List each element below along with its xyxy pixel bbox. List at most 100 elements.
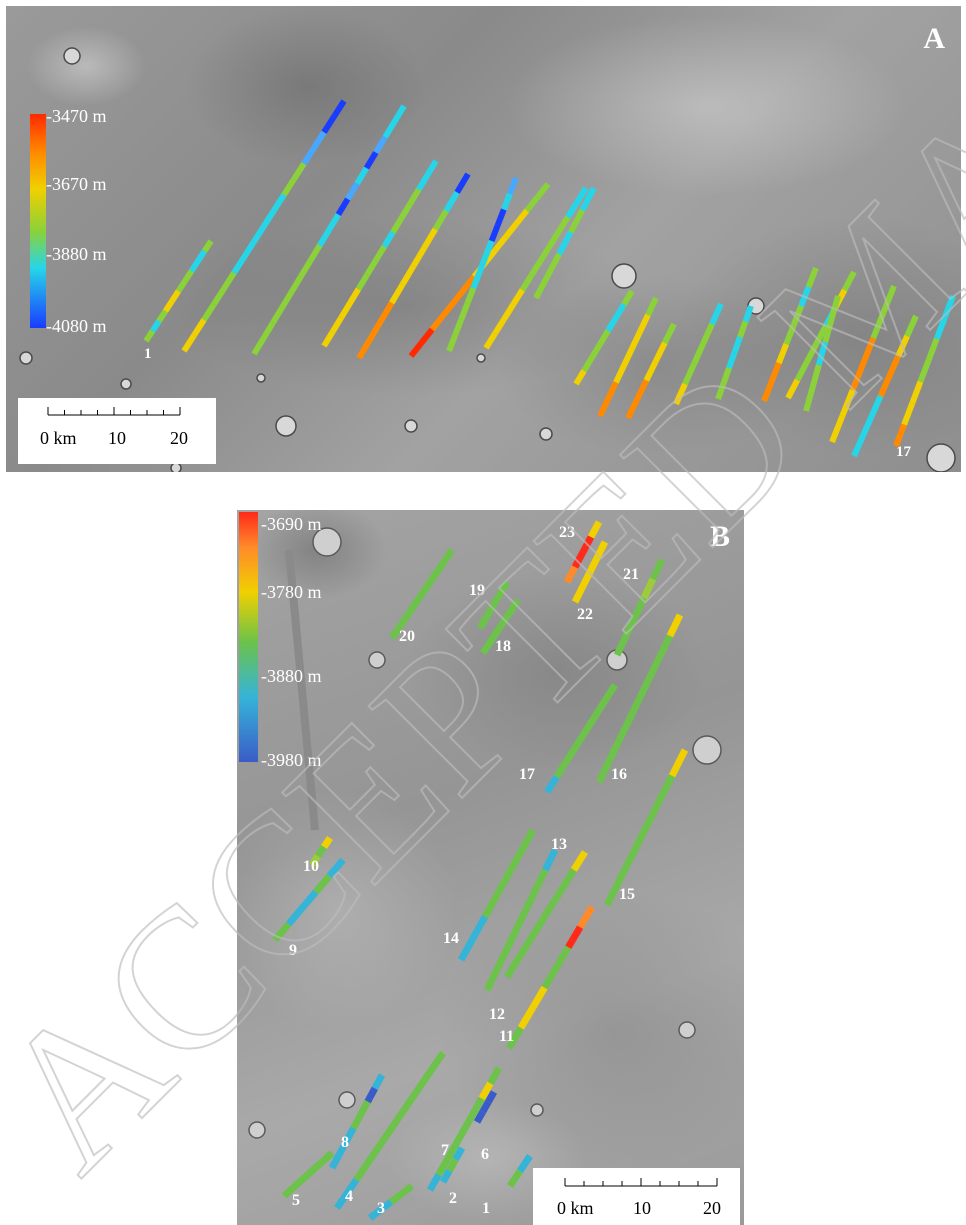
panel-a-track-15-segment <box>798 285 812 308</box>
panel-b-track-16-segment <box>626 696 643 721</box>
panel-a-track-19-segment <box>851 434 866 458</box>
panel-a-track-7-segment <box>507 176 519 195</box>
panel-a-track-2-segment <box>291 161 307 181</box>
panel-a-track-4-segment <box>416 173 430 192</box>
panel-a-track-7-segment <box>482 239 495 258</box>
panel-b-track-16-segment <box>646 655 663 680</box>
panel-b-track-10-segment <box>309 854 321 867</box>
panel-a-track-label-1: 1 <box>144 346 152 362</box>
panel-a-track-3-segment <box>392 104 407 124</box>
panel-a-track-4-segment <box>321 330 336 348</box>
panel-a-track-5-segment <box>367 319 384 342</box>
panel-b-track-4 <box>334 1051 446 1210</box>
panel-b-tracks <box>248 520 722 1221</box>
panel-b-track-label-19: 19 <box>469 582 485 599</box>
panel-a-track-6-segment <box>440 301 456 319</box>
panel-b-track-12 <box>483 848 559 992</box>
panel-a-track-16-segment <box>794 360 810 382</box>
panel-b-track-16-segment <box>616 717 633 742</box>
panel-a-colorbar-label-2: -3670 m <box>46 174 107 194</box>
panel-a-track-4-segment <box>390 216 405 234</box>
crater <box>530 1103 544 1117</box>
panel-a-track-18-segment <box>829 414 846 444</box>
panel-b-track-17-segment <box>544 774 560 794</box>
panel-b-track-23-segment <box>571 550 587 569</box>
panel-a-track-8-segment <box>538 244 553 263</box>
panel-b-track-15 <box>603 748 689 907</box>
panel-a-track-1-segment <box>156 309 169 323</box>
panel-b-track-11-segment <box>541 965 560 990</box>
panel-b-track-4-segment <box>411 1079 427 1098</box>
panel-a-track-label-17: 17 <box>896 444 911 460</box>
panel-a-track-5-segment <box>454 172 471 194</box>
panel-a-track-6 <box>408 182 551 358</box>
panel-b-track-label-17: 17 <box>519 766 535 783</box>
panel-b-track-2-segment <box>439 1168 453 1184</box>
panel-a-track-19-segment <box>868 394 884 418</box>
panel-a-track-7-segment <box>446 334 458 353</box>
panel-a-track-3-segment <box>354 166 370 186</box>
panel-b-track-11-segment <box>565 925 584 950</box>
panel-b-track-8 <box>328 1073 386 1170</box>
panel-a-scale-mid: 10 <box>108 428 126 448</box>
panel-a-track-17-segment <box>822 318 835 343</box>
panel-a-track-3-segment <box>288 274 304 294</box>
panel-b-track-11-segment <box>553 945 572 970</box>
panel-b-track-label-16: 16 <box>611 766 627 783</box>
panel-a-track-4-segment <box>398 202 413 220</box>
panel-b-track-4-segment <box>420 1065 437 1084</box>
crater <box>248 1121 266 1139</box>
panel-a-track-8-segment <box>556 215 571 234</box>
panel-b-track-3-segment <box>399 1183 415 1197</box>
panel-b-track-10-segment <box>321 836 333 849</box>
panel-a-track-20-segment <box>893 423 907 448</box>
panel-a-track-16 <box>785 270 857 400</box>
panel-a-track-14-segment <box>720 366 732 385</box>
panel-b-track-10 <box>309 836 333 867</box>
panel-a-track-14-segment <box>715 382 727 401</box>
panel-b-colorbar <box>239 512 258 762</box>
panel-b-track-14-segment <box>517 828 537 854</box>
panel-a-track-17-segment <box>828 295 841 320</box>
panel-b-scale-mid: 10 <box>633 1198 651 1218</box>
panel-b-map: B -3690 m -3780 m -3880 m -3980 m 0 km 1… <box>237 510 744 1225</box>
panel-a-track-5-segment <box>389 282 406 305</box>
panel-b-track-14-segment <box>493 871 513 897</box>
panel-a-track-6-segment <box>461 274 477 292</box>
panel-a-track-8-segment <box>565 200 580 219</box>
panel-a-track-5-segment <box>400 264 417 286</box>
panel-b-track-label-4: 4 <box>345 1188 353 1205</box>
panel-b-track-13-segment <box>515 939 533 961</box>
panel-a-track-18-segment <box>860 336 877 366</box>
panel-b-track-11-segment <box>517 1005 536 1030</box>
panel-b-track-23 <box>563 520 603 584</box>
panel-b-track-12-segment <box>483 968 500 992</box>
crater <box>404 419 418 433</box>
crater <box>275 415 297 437</box>
crater <box>120 378 132 390</box>
panel-b-track-7-segment <box>487 1066 503 1085</box>
panel-b-track-label-12: 12 <box>489 1006 505 1023</box>
panel-b-track-13-segment <box>570 850 588 872</box>
panel-b-track-8-segment <box>350 1113 364 1130</box>
panel-b-track-22-segment <box>594 540 609 559</box>
panel-a-track-15-segment <box>790 304 804 327</box>
panel-b-colorbar-label-3: -3880 m <box>261 666 322 686</box>
panel-b-track-7-segment <box>461 1112 477 1131</box>
panel-a-track-8 <box>483 186 589 350</box>
panel-b-track-22-segment <box>571 585 586 604</box>
panel-b-track-4-segment <box>382 1121 398 1140</box>
panel-a-colorbar-label-3: -3880 m <box>46 244 107 264</box>
panel-a-track-14 <box>715 304 754 401</box>
panel-b-track-11 <box>505 905 596 1050</box>
panel-b-track-12-segment <box>542 848 559 872</box>
panel-b-track-2-segment <box>452 1146 466 1162</box>
panel-b-track-21-segment <box>640 577 657 600</box>
panel-a-track-17 <box>803 295 841 412</box>
panel-a-track-6-segment <box>524 195 540 213</box>
panel-b-track-7-segment <box>435 1157 451 1177</box>
panel-a-colorbar-label-max: -3470 m <box>46 106 107 126</box>
panel-a-track-7-segment <box>488 224 501 242</box>
panel-b-track-12-segment <box>532 868 549 892</box>
crater <box>692 735 722 765</box>
